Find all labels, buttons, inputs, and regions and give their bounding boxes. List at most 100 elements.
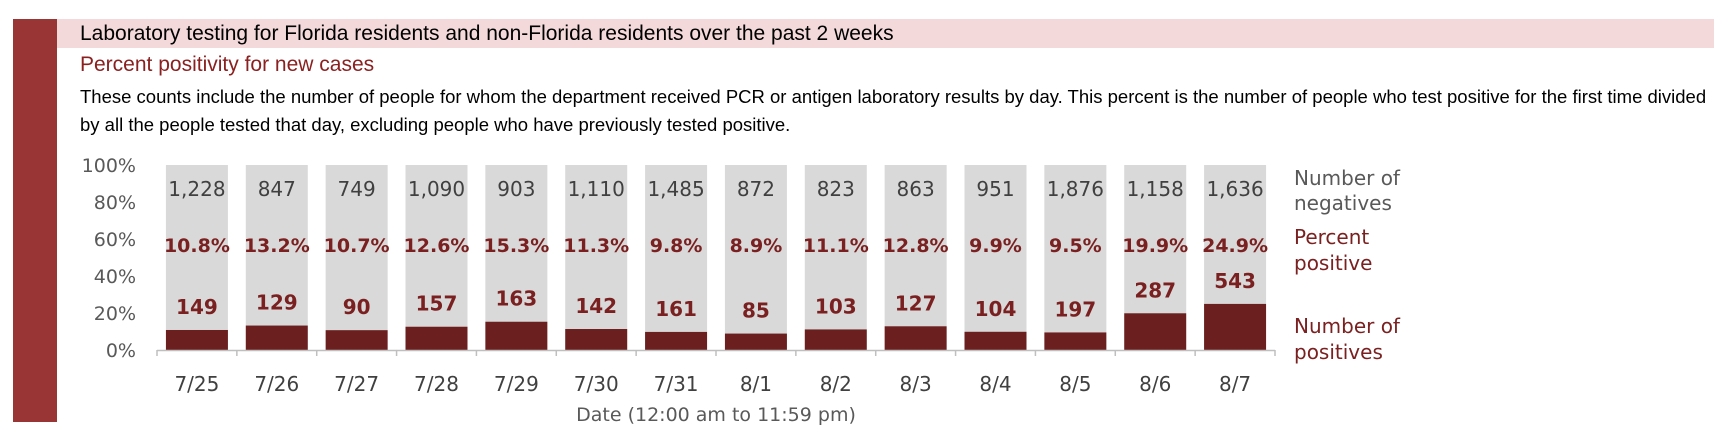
positives-label: 85 [742, 299, 770, 323]
percent-positive-label: 12.8% [883, 235, 949, 257]
percent-positive-label: 24.9% [1202, 235, 1268, 257]
negatives-label: 823 [817, 177, 855, 201]
percent-positive-label: 10.7% [324, 235, 390, 257]
x-axis-title: Date (12:00 am to 11:59 pm) [576, 404, 856, 426]
bar-positives [884, 326, 947, 350]
bar-negatives [964, 165, 1027, 332]
legend-positives-line2: positives [1294, 340, 1383, 364]
positives-label: 142 [575, 294, 617, 318]
bar-positives [804, 329, 867, 350]
negatives-label: 1,485 [647, 177, 704, 201]
positives-label: 129 [256, 291, 298, 315]
y-tick-label: 0% [106, 340, 136, 362]
negatives-label: 847 [258, 177, 296, 201]
bar-negatives [645, 165, 708, 332]
legend-negatives-line2: negatives [1294, 191, 1392, 215]
percent-positive-label: 13.2% [244, 235, 310, 257]
page-title: Laboratory testing for Florida residents… [80, 22, 894, 45]
negatives-label: 749 [338, 177, 376, 201]
bar-negatives [804, 165, 867, 330]
percent-positive-label: 10.8% [164, 235, 230, 257]
legend-positives-line1: Number of [1294, 314, 1401, 338]
percent-positive-label: 15.3% [483, 235, 549, 257]
legend: Number ofnegativesPercentpositiveNumber … [1294, 166, 1401, 364]
positives-label: 149 [176, 295, 218, 319]
bar-positives [1204, 303, 1267, 350]
y-tick-label: 80% [94, 192, 136, 214]
x-tick-label: 7/28 [414, 372, 459, 396]
y-axis: 100% 80% 60% 40% 20% 0% [82, 155, 136, 362]
negatives-label: 1,228 [168, 177, 225, 201]
x-tick-label: 7/25 [174, 372, 219, 396]
positives-label: 103 [815, 294, 857, 318]
percent-positive-label: 8.9% [730, 235, 783, 257]
page-subtitle: Percent positivity for new cases [80, 53, 375, 76]
negatives-label: 1,158 [1127, 177, 1184, 201]
positives-label: 197 [1054, 297, 1096, 321]
x-tick-label: 8/4 [979, 372, 1011, 396]
positives-label: 104 [975, 297, 1017, 321]
bar-positives [165, 329, 228, 350]
bar-positives [565, 329, 628, 350]
bar-positives [1044, 332, 1107, 350]
negatives-label: 1,876 [1047, 177, 1104, 201]
negatives-label: 1,636 [1206, 177, 1263, 201]
bar-positives [245, 325, 308, 350]
x-tick-label: 7/29 [494, 372, 539, 396]
bar-negatives [1204, 165, 1267, 304]
negatives-label: 1,110 [568, 177, 625, 201]
x-axis: 7/25 7/26 7/27 7/28 7/29 7/30 7/31 8/1 8/2 8/3 8/4… [156, 349, 1276, 396]
negatives-label: 951 [976, 177, 1014, 201]
bar-positives [724, 333, 787, 350]
bar-negatives [165, 165, 228, 330]
bar-negatives [724, 165, 787, 334]
y-tick-label: 20% [94, 303, 136, 325]
positives-label: 543 [1214, 269, 1256, 293]
bars: 1,228 10.8% 149 847 13.2% 129 749 10.7% 90 1,090 1… [164, 165, 1268, 350]
positives-label: 90 [343, 295, 371, 319]
y-tick-label: 100% [82, 155, 136, 177]
bar-negatives [245, 165, 308, 326]
bar-positives [485, 321, 548, 350]
percent-positive-label: 9.9% [969, 235, 1022, 257]
legend-negatives-line1: Number of [1294, 166, 1401, 190]
positives-label: 287 [1134, 278, 1176, 302]
percent-positive-label: 11.1% [803, 235, 869, 257]
x-tick-label: 8/7 [1219, 372, 1251, 396]
title-band [57, 19, 1714, 48]
x-tick-label: 8/6 [1139, 372, 1171, 396]
bar-positives [645, 331, 708, 350]
x-tick-label: 7/26 [254, 372, 299, 396]
legend-percent-line1: Percent [1294, 225, 1369, 249]
negatives-label: 872 [737, 177, 775, 201]
bar-positives [964, 331, 1027, 350]
positives-label: 163 [495, 287, 537, 311]
bar-positives [1124, 313, 1187, 350]
negatives-label: 863 [897, 177, 935, 201]
x-tick-label: 7/31 [654, 372, 699, 396]
bar-positives [325, 330, 388, 350]
x-tick-label: 7/27 [334, 372, 379, 396]
x-tick-label: 8/3 [900, 372, 932, 396]
negatives-label: 1,090 [408, 177, 465, 201]
percent-positive-label: 9.5% [1049, 235, 1102, 257]
percent-positive-label: 12.6% [404, 235, 470, 257]
bar-negatives [405, 165, 468, 327]
x-tick-label: 8/2 [820, 372, 852, 396]
negatives-label: 903 [497, 177, 535, 201]
positives-label: 127 [895, 291, 937, 315]
percent-positive-label: 9.8% [650, 235, 703, 257]
positives-label: 157 [416, 292, 458, 316]
bar-negatives [884, 165, 947, 327]
percent-positive-label: 11.3% [563, 235, 629, 257]
bar-negatives [565, 165, 628, 330]
x-tick-label: 8/1 [740, 372, 772, 396]
legend-percent-line2: positive [1294, 251, 1372, 275]
y-tick-label: 40% [94, 266, 136, 288]
x-tick-label: 8/5 [1059, 372, 1091, 396]
bar-negatives [1124, 165, 1187, 314]
percent-positive-label: 19.9% [1122, 235, 1188, 257]
bar-negatives [1044, 165, 1107, 333]
bar-negatives [325, 165, 388, 331]
